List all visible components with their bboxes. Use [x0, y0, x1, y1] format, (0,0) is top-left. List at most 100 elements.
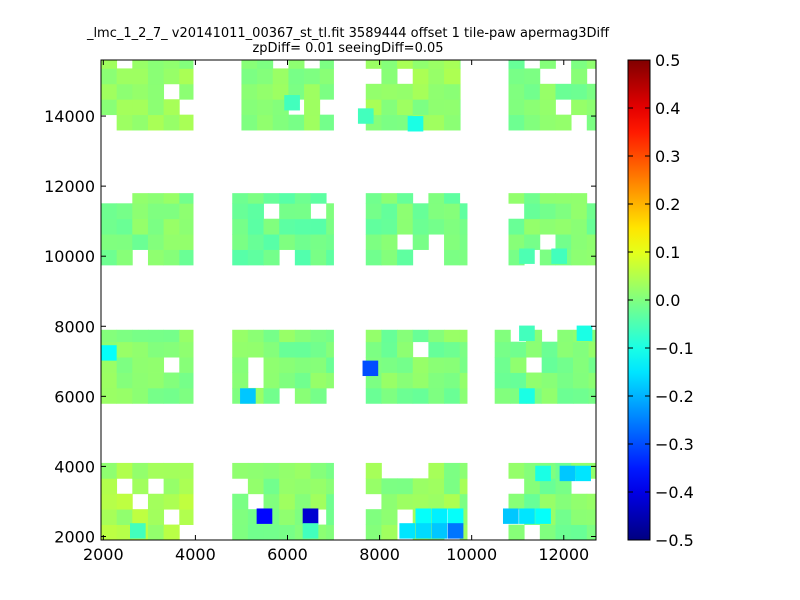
- heatmap-cell: [179, 114, 194, 131]
- heatmap-cell: [279, 341, 296, 358]
- heatmap-cell: [541, 372, 558, 389]
- heatmap-cell: [381, 234, 398, 250]
- heatmap-cell: [397, 99, 414, 116]
- heatmap-cell: [101, 99, 118, 116]
- colorbar-tick-label: −0.2: [655, 387, 694, 406]
- heatmap-cell: [241, 68, 258, 85]
- colorbar-tick-label: 0.4: [655, 99, 680, 118]
- heatmap-cell: [294, 193, 311, 204]
- heatmap-cell: [132, 193, 149, 204]
- heatmap-cell: [459, 68, 461, 85]
- heatmap-cell: [588, 372, 597, 389]
- heatmap-cell: [412, 493, 429, 510]
- heatmap-cell: [147, 387, 165, 404]
- heatmap-cell: [132, 203, 149, 220]
- heatmap-cell: [179, 372, 194, 389]
- heatmap-cell: [535, 508, 551, 524]
- heatmap-cell: [116, 99, 133, 116]
- heatmap-cell: [101, 387, 118, 404]
- axes-frame: [100, 59, 597, 541]
- heatmap-cell: [447, 523, 464, 539]
- heatmap-cell: [294, 462, 311, 479]
- heatmap-cell: [381, 524, 398, 541]
- heatmap-cell: [571, 193, 588, 204]
- heatmap-cell: [319, 68, 334, 85]
- heatmap-cell: [428, 329, 445, 343]
- heatmap-cell: [381, 60, 398, 69]
- heatmap-cell: [412, 99, 429, 116]
- heatmap-cell: [179, 68, 194, 85]
- heatmap-cell: [397, 341, 414, 358]
- heatmap-cell: [279, 478, 296, 495]
- heatmap-cell: [132, 387, 149, 404]
- heatmap-cell: [459, 114, 461, 131]
- heatmap-cell: [310, 341, 327, 358]
- heatmap-cell: [288, 60, 305, 69]
- heatmap-cell: [310, 234, 327, 250]
- heatmap-cell: [381, 249, 398, 266]
- heatmap-cell: [132, 509, 149, 525]
- heatmap-cell: [241, 99, 258, 116]
- heatmap-cell: [447, 508, 464, 524]
- heatmap-cell: [494, 341, 511, 358]
- heatmap-cell: [508, 60, 525, 69]
- heatmap-cell: [326, 357, 334, 373]
- heatmap-cell: [101, 478, 118, 495]
- colorbar-tick-label: −0.1: [655, 339, 694, 358]
- heatmap-cell: [508, 234, 525, 250]
- heatmap-cell: [365, 193, 382, 204]
- heatmap-cell: [397, 387, 414, 404]
- heatmap-cell: [101, 509, 118, 525]
- chart-title: _lmc_1_2_7_ v20141011_00367_st_tl.fit 35…: [86, 26, 610, 41]
- heatmap-cell: [132, 68, 149, 85]
- heatmap-cell: [116, 524, 133, 541]
- heatmap-cell: [555, 524, 572, 541]
- heatmap-cell: [381, 99, 398, 116]
- heatmap-cell: [586, 60, 597, 69]
- heatmap-cell: [247, 341, 264, 358]
- heatmap-cell: [326, 524, 334, 541]
- heatmap-cell: [444, 462, 461, 479]
- heatmap-cell: [572, 372, 590, 389]
- heatmap-cell: [508, 193, 525, 204]
- heatmap-cell: [365, 341, 382, 358]
- heatmap-cell: [524, 193, 541, 204]
- heatmap-cell: [132, 478, 149, 495]
- heatmap-cell: [163, 99, 180, 116]
- heatmap-cell: [147, 509, 165, 525]
- heatmap-cell: [163, 462, 180, 479]
- heatmap-cell: [326, 493, 334, 510]
- heatmap-cell: [510, 372, 527, 389]
- heatmap-cell: [147, 372, 165, 389]
- heatmap-cell: [116, 218, 133, 235]
- heatmap-cell: [381, 329, 398, 343]
- heatmap-cell: [326, 372, 334, 389]
- heatmap-cell: [232, 218, 249, 235]
- heatmap-cell: [257, 114, 274, 131]
- heatmap-cell: [272, 114, 289, 131]
- y-tick-label: 6000: [54, 387, 95, 406]
- heatmap-cell: [326, 341, 334, 358]
- heatmap-cell: [294, 387, 311, 404]
- heatmap-cell: [428, 99, 445, 116]
- plot-area: 2000 4000 6000 8000 10000 12000 2000 4000 6000 80…: [44, 59, 597, 564]
- heatmap-cell: [294, 234, 311, 250]
- heatmap-cell: [257, 60, 274, 69]
- heatmap-cell: [524, 83, 541, 100]
- heatmap-cell: [586, 218, 597, 235]
- heatmap-cell: [294, 357, 311, 373]
- chart-subtitle: zpDiff= 0.01 seeingDiff=0.05: [252, 41, 443, 56]
- heatmap-cell: [555, 509, 572, 525]
- heatmap-cell: [428, 357, 445, 373]
- heatmap-cell: [571, 68, 588, 85]
- heatmap-cell: [279, 218, 296, 235]
- heatmap-cell: [444, 203, 461, 220]
- heatmap-cell: [132, 341, 149, 358]
- heatmap-cell: [116, 509, 133, 525]
- heatmap-cell: [551, 248, 567, 264]
- heatmap-cell: [232, 249, 249, 266]
- colorbar: 0.5 0.4 0.3 0.2 0.1 0.0 −0.1 −0.2 −0.3 −0.4 −0.5: [627, 51, 694, 550]
- heatmap-cell: [101, 83, 118, 100]
- heatmap-cell: [555, 478, 572, 495]
- heatmap-cell: [147, 68, 165, 85]
